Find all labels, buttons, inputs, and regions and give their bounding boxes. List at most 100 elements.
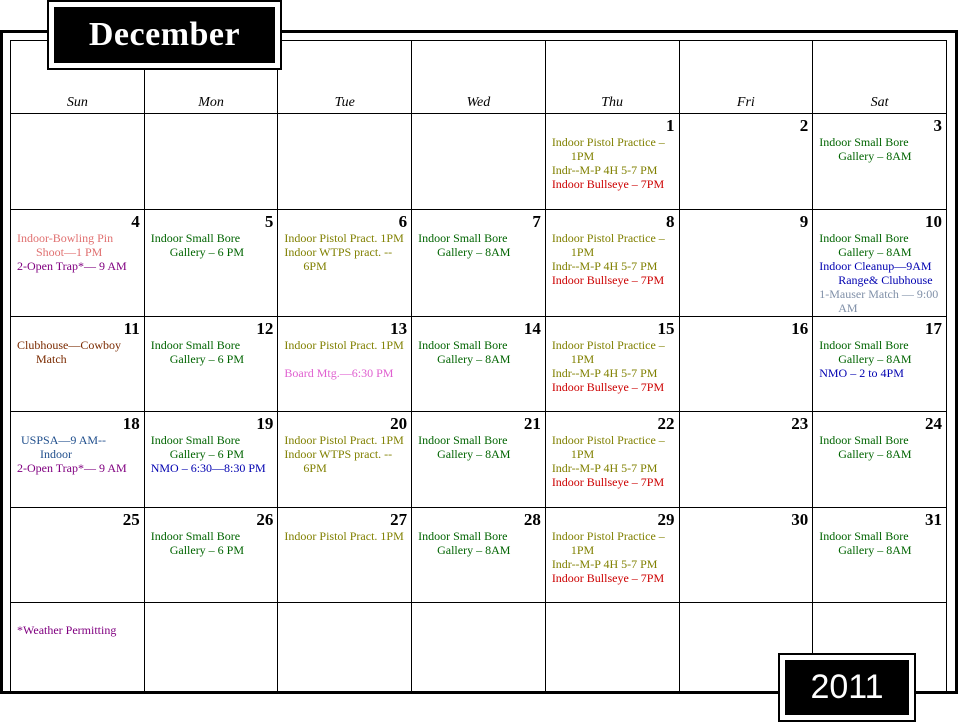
day-cell-empty [143,602,279,694]
event-list: Indoor Small Bore Gallery – 8AM [413,413,545,462]
event-uspsa: USPSA—9 AM-- Indoor [21,433,107,462]
day-number: 31 [925,509,942,529]
weekday-label: Fri [736,95,755,111]
event-list: Indoor Small Bore Gallery – 8AM [814,413,946,462]
event-list: Indoor Small Bore Gallery – 8AM [413,317,545,366]
year-title-box: 2011 [778,653,916,722]
weekday-tue: Tue [277,39,413,115]
event-mp-4h: Indr--M-P 4H 5-7 PM [551,163,658,178]
weekday-wed: Wed [411,39,546,115]
weekday-label: Thu [601,95,624,111]
day-cell-26: 26 Indoor Small Bore Gallery – 6 PM [143,506,279,604]
day-cell-4: 4 Indoor-Bowling Pin Shoot—1 PM 2-Open T… [10,209,145,317]
week-row-3: 11 Clubhouse—Cowboy Match 12 Indoor Smal… [10,315,947,413]
event-small-bore: Indoor Small Bore Gallery – 8AM [819,337,912,366]
calendar-grid: Sun Mon Tue Wed Thu Fri Sat 1 Indoor Pis… [10,39,947,694]
day-number: 14 [523,318,541,338]
day-number: 21 [523,414,541,434]
weekday-label: Tue [334,95,355,111]
day-cell-13: 13 Indoor Pistol Pract. 1PM Board Mtg.—6… [277,315,413,413]
weekday-label: Sat [870,95,889,111]
day-cell-empty [411,113,546,211]
day-number: 29 [657,509,675,529]
week-row-4: 18 USPSA—9 AM-- Indoor 2-Open Trap*— 9 A… [10,411,947,508]
event-small-bore: Indoor Small Bore Gallery – 6 PM [150,337,245,366]
footnote-cell: *Weather Permitting [10,602,145,694]
event-list: Indoor Pistol Practice – 1PM Indr--M-P 4… [546,508,678,585]
day-cell-9: 9 [678,209,814,317]
event-list: Indoor Pistol Pract. 1PM Indoor WTPS pra… [279,211,411,273]
day-cell-25: 25 [10,506,145,604]
event-mp-4h: Indr--M-P 4H 5-7 PM [551,259,658,274]
day-number: 10 [925,212,942,232]
event-small-bore: Indoor Small Bore Gallery – 8AM [819,135,912,164]
day-cell-8: 8 Indoor Pistol Practice – 1PM Indr--M-P… [544,209,680,317]
day-cell-23: 23 [678,411,814,508]
event-pistol-practice: Indoor Pistol Practice – 1PM [551,337,665,366]
event-open-trap: 2-Open Trap*— 9 AM [17,461,127,476]
event-pistol-practice: Indoor Pistol Practice – 1PM [551,135,665,164]
event-board-meeting: Board Mtg.—6:30 PM [284,365,394,380]
event-small-bore: Indoor Small Bore Gallery – 8AM [819,528,912,557]
day-cell-22: 22 Indoor Pistol Practice – 1PM Indr--M-… [544,411,680,508]
event-pistol-practice: Indoor Pistol Pract. 1PM [284,528,404,543]
week-row-1: 1 Indoor Pistol Practice – 1PM Indr--M-P… [10,113,947,211]
day-cell-20: 20 Indoor Pistol Pract. 1PM Indoor WTPS … [277,411,413,508]
event-list: Indoor Small Bore Gallery – 6 PM [145,317,277,366]
day-number: 28 [523,509,541,529]
event-pistol-practice: Indoor Pistol Pract. 1PM [284,433,404,448]
event-pistol-practice: Indoor Pistol Practice – 1PM [551,231,665,260]
event-list: Indoor Small Bore Gallery – 8AM [413,508,545,557]
day-cell-11: 11 Clubhouse—Cowboy Match [10,315,145,413]
event-list: Indoor Pistol Pract. 1PM [279,508,411,543]
weekday-header-row: Sun Mon Tue Wed Thu Fri Sat [10,39,947,115]
day-cell-2: 2 [678,113,814,211]
day-number: 23 [791,414,809,434]
weekday-sat: Sat [812,39,947,115]
event-list: Indoor Pistol Pract. 1PM Board Mtg.—6:30… [279,317,411,380]
day-number: 24 [925,414,942,434]
day-cell-16: 16 [678,315,814,413]
event-small-bore: Indoor Small Bore Gallery – 8AM [418,433,511,462]
day-number: 5 [264,212,274,232]
day-number: 8 [666,212,675,232]
weekday-label: Wed [466,95,491,111]
week-row-2: 4 Indoor-Bowling Pin Shoot—1 PM 2-Open T… [10,209,947,317]
year-title: 2011 [785,660,909,715]
day-number: 18 [122,414,140,434]
event-cowboy-match: Clubhouse—Cowboy Match [17,337,122,366]
event-small-bore: Indoor Small Bore Gallery – 8AM [819,433,912,462]
event-list: Indoor Pistol Practice – 1PM Indr--M-P 4… [546,211,678,287]
day-number: 26 [256,509,274,529]
event-pistol-practice: Indoor Pistol Practice – 1PM [551,433,665,462]
event-list: Clubhouse—Cowboy Match [11,317,143,366]
day-cell-15: 15 Indoor Pistol Practice – 1PM Indr--M-… [544,315,680,413]
day-cell-3: 3 Indoor Small Bore Gallery – 8AM [812,113,947,211]
weekday-fri: Fri [678,39,814,115]
day-cell-empty [544,602,680,694]
day-cell-30: 30 [678,506,814,604]
day-number: 6 [398,212,408,232]
weekday-thu: Thu [544,39,680,115]
day-number: 13 [390,318,408,338]
event-list: Indoor Small Bore Gallery – 8AM [413,211,545,259]
day-cell-27: 27 Indoor Pistol Pract. 1PM [277,506,413,604]
event-bowling-pin: Indoor-Bowling Pin Shoot—1 PM [17,231,114,260]
day-number: 2 [799,116,809,136]
day-cell-6: 6 Indoor Pistol Pract. 1PM Indoor WTPS p… [277,209,413,317]
day-number: 4 [131,212,140,232]
day-number: 16 [791,318,809,338]
event-open-trap: 2-Open Trap*— 9 AM [17,259,127,274]
day-number: 12 [256,318,274,338]
weekday-label: Sun [66,95,88,111]
day-cell-10: 10 Indoor Small Bore Gallery – 8AM Indoo… [812,209,947,317]
event-pistol-practice: Indoor Pistol Practice – 1PM [551,528,665,557]
day-cell-24: 24 Indoor Small Bore Gallery – 8AM [812,411,947,508]
day-cell-5: 5 Indoor Small Bore Gallery – 6 PM [143,209,279,317]
day-cell-12: 12 Indoor Small Bore Gallery – 6 PM [143,315,279,413]
month-title: December [54,7,275,63]
month-title-box: December [47,0,282,70]
event-list: Indoor Small Bore Gallery – 6 PM NMO – 6… [145,413,277,475]
event-small-bore: Indoor Small Bore Gallery – 6 PM [150,231,245,260]
weekday-label: Mon [198,95,224,111]
